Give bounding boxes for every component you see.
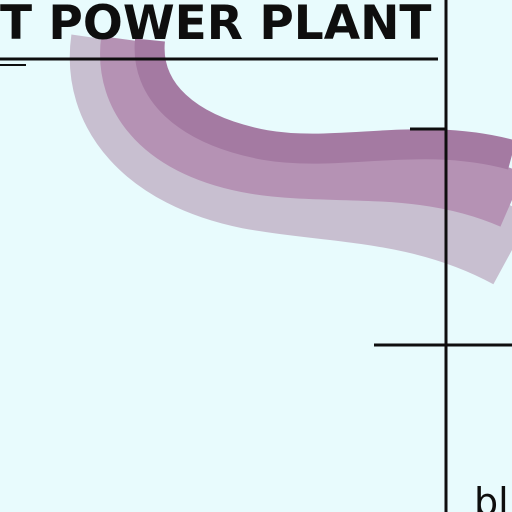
- band-mid: [100, 36, 512, 227]
- diagram-title: T POWER PLANT: [0, 0, 432, 51]
- band-inner: [134, 38, 512, 170]
- corner-label: bl: [474, 480, 509, 512]
